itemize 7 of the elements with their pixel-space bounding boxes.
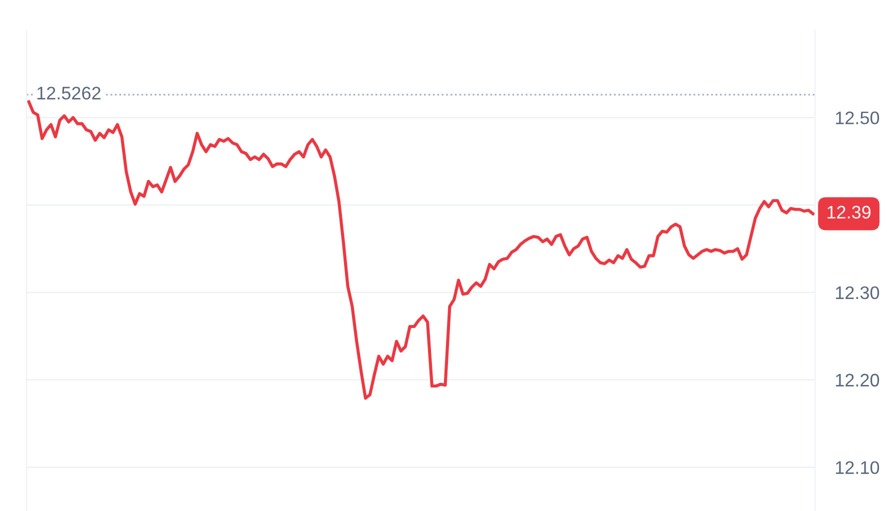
ref-line-label: 12.5262 (37, 86, 100, 100)
line-series (27, 100, 814, 400)
y-tick-label: 12.50 (836, 112, 880, 124)
text: 12.39 (828, 206, 871, 219)
y-tick-label: 12.30 (836, 286, 880, 300)
y-tick-label: 12.10 (836, 461, 880, 474)
y-tick-label: 12.20 (836, 374, 880, 387)
